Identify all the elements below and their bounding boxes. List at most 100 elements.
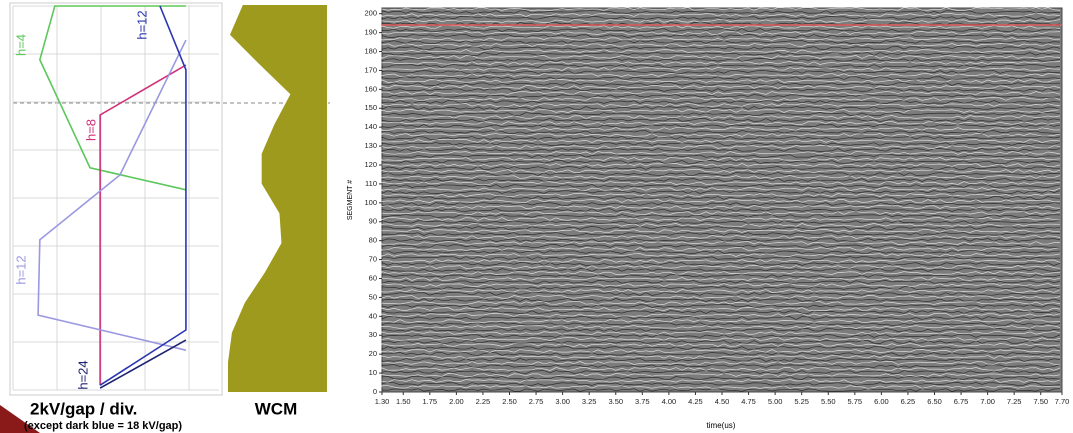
trace <box>381 226 1061 230</box>
y-tick-label: 130 <box>364 141 377 150</box>
series-line <box>37 39 187 351</box>
series-line <box>99 64 187 386</box>
trace <box>381 331 1061 335</box>
x-tick-label: 2.00 <box>449 397 464 406</box>
x-tick-label: 1.75 <box>423 397 438 406</box>
trace <box>381 220 1061 224</box>
trace <box>381 301 1061 305</box>
trace <box>381 337 1061 341</box>
trace <box>381 169 1061 173</box>
series-label: h=12 <box>134 10 149 39</box>
trace <box>381 373 1061 377</box>
x-tick-label: 6.75 <box>954 397 969 406</box>
x-tick-label: 6.00 <box>874 397 889 406</box>
y-tick-label: 50 <box>369 292 377 301</box>
trace <box>381 253 1061 257</box>
trace <box>381 388 1061 392</box>
trace <box>381 43 1061 47</box>
x-tick-label: 4.25 <box>688 397 703 406</box>
trace <box>381 238 1061 242</box>
y-tick-label: 100 <box>364 198 377 207</box>
trace <box>381 214 1061 218</box>
trace <box>381 124 1061 128</box>
trace <box>381 196 1061 200</box>
trace <box>381 370 1061 374</box>
trace <box>381 145 1061 149</box>
trace <box>381 133 1061 137</box>
y-tick-label: 0 <box>373 387 377 396</box>
x-axis-label: time(us) <box>707 421 736 430</box>
x-tick-label: 1.50 <box>396 397 411 406</box>
trace <box>381 313 1061 317</box>
y-tick-label: 190 <box>364 28 377 37</box>
x-tick-label: 6.25 <box>901 397 916 406</box>
trace <box>381 250 1061 254</box>
trace <box>381 163 1061 167</box>
x-tick-label: 5.00 <box>768 397 783 406</box>
trace <box>381 358 1061 362</box>
trace <box>381 346 1061 350</box>
x-tick-label: 6.50 <box>927 397 942 406</box>
trace <box>381 82 1061 86</box>
trace <box>381 286 1061 290</box>
trace <box>381 382 1061 386</box>
trace <box>381 355 1061 359</box>
y-tick-label: 30 <box>369 330 377 339</box>
trace <box>381 259 1061 263</box>
trace <box>381 247 1061 251</box>
trace <box>381 208 1061 212</box>
y-tick-label: 150 <box>364 103 377 112</box>
wcm-area <box>228 5 327 392</box>
y-tick-label: 120 <box>364 160 377 169</box>
trace <box>381 385 1061 389</box>
trace <box>381 127 1061 131</box>
trace <box>381 277 1061 281</box>
trace <box>381 232 1061 236</box>
trace <box>381 310 1061 314</box>
trace <box>381 307 1061 311</box>
trace <box>381 154 1061 158</box>
trace <box>381 61 1061 65</box>
trace <box>381 316 1061 320</box>
x-tick-label: 4.75 <box>741 397 756 406</box>
trace <box>381 322 1061 326</box>
trace <box>381 73 1061 77</box>
y-tick-label: 70 <box>369 255 377 264</box>
y-tick-label: 170 <box>364 65 377 74</box>
trace <box>381 88 1061 92</box>
trace <box>381 19 1061 23</box>
y-tick-label: 40 <box>369 311 377 320</box>
trace <box>381 136 1061 140</box>
trace <box>381 166 1061 170</box>
series-label: h=24 <box>75 360 90 389</box>
trace <box>381 376 1061 380</box>
series-label: h=12 <box>13 255 28 284</box>
trace <box>381 244 1061 248</box>
trace <box>381 319 1061 323</box>
x-tick-label: 7.00 <box>980 397 995 406</box>
series-line <box>38 5 187 191</box>
trace <box>381 55 1061 59</box>
x-tick-label: 7.25 <box>1007 397 1022 406</box>
trace <box>381 343 1061 347</box>
trace <box>381 262 1061 266</box>
y-tick-label: 140 <box>364 122 377 131</box>
trace <box>381 361 1061 365</box>
x-tick-label: 3.50 <box>608 397 623 406</box>
y-axis-label: SEGMENT # <box>347 180 354 220</box>
trace <box>381 49 1061 53</box>
corner-mark <box>0 405 40 433</box>
y-tick-label: 110 <box>365 179 377 188</box>
trace <box>381 211 1061 215</box>
trace <box>381 256 1061 260</box>
trace <box>381 97 1061 101</box>
trace <box>381 25 1061 29</box>
trace <box>381 121 1061 125</box>
trace <box>381 178 1061 182</box>
trace <box>381 202 1061 206</box>
trace <box>381 28 1061 32</box>
trace <box>381 283 1061 287</box>
x-tick-label: 4.00 <box>662 397 677 406</box>
trace <box>381 34 1061 38</box>
x-tick-label: 3.75 <box>635 397 650 406</box>
